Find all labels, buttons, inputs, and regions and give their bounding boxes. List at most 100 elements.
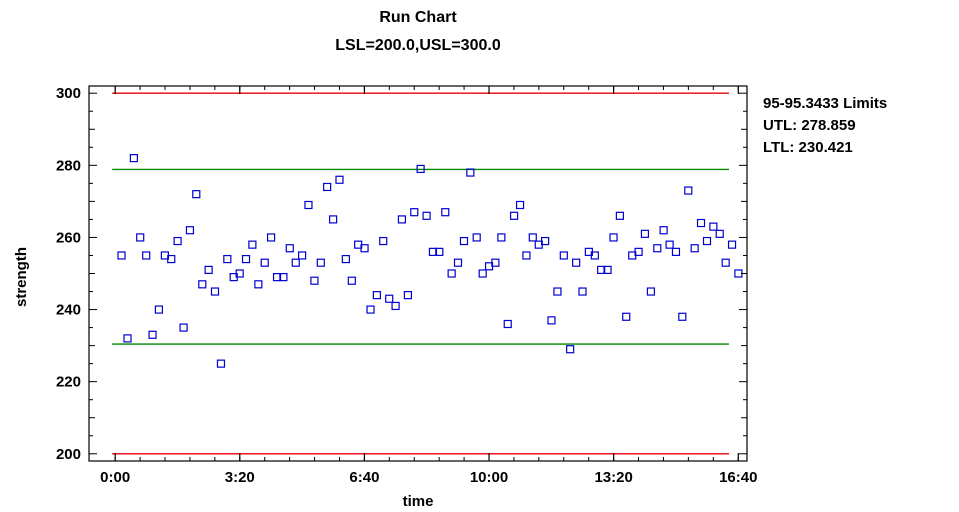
data-point [528,233,537,242]
data-point [192,190,201,199]
data-points [117,154,743,368]
data-point [478,269,487,278]
chart-title: Run Chart [379,9,457,26]
data-point [272,273,282,282]
data-point [491,258,500,267]
data-point [615,211,624,220]
y-axis-label: strength [13,247,30,307]
x-axis-ticks: 0:00 3:20 6:40 10:00 13:20 16:40 [100,86,757,486]
data-point [422,211,431,220]
data-point [684,186,693,195]
data-point [566,345,575,354]
data-point [403,291,413,300]
data-point [416,164,425,174]
y-tick-label: 260 [56,229,81,246]
data-point [665,240,674,249]
data-point [154,305,164,314]
data-point [173,236,182,246]
legend-ltl: LTL: 230.421 [763,139,853,156]
data-point [254,280,263,289]
data-point [734,269,743,278]
axes [88,85,748,462]
chart-subtitle: LSL=200.0,USL=300.0 [335,37,501,54]
plot-frame [88,85,748,462]
data-point [503,319,512,329]
data-point [603,265,612,274]
reference-lines [112,92,729,455]
data-point [279,273,288,282]
data-point [671,247,681,256]
x-axis-label: time [403,493,434,510]
data-point [559,251,568,260]
data-point [590,251,599,260]
data-point [696,218,706,228]
data-point [541,236,550,246]
data-point [179,323,188,332]
data-point [316,258,325,267]
data-point [441,208,450,217]
data-point [597,265,606,274]
data-point [323,182,332,192]
data-point [304,200,313,210]
data-point [578,287,587,296]
x-tick-label: 16:40 [719,469,757,486]
data-point [653,244,662,253]
data-point [248,240,257,249]
y-tick-label: 240 [56,302,81,319]
data-point [522,251,531,260]
data-point [572,258,581,267]
data-point [690,244,699,253]
data-point [397,215,407,224]
data-point [235,269,244,278]
data-point [447,269,456,278]
data-point [148,330,157,339]
data-point [285,244,294,253]
data-point [459,236,469,246]
data-point [646,287,656,296]
x-tick-label: 0:00 [100,469,130,486]
y-tick-label: 300 [56,85,81,102]
data-point [142,251,151,260]
data-point [310,276,319,285]
data-point [509,211,519,220]
data-point [204,265,213,274]
y-tick-label: 200 [56,446,81,463]
data-point [715,229,724,238]
data-point [223,254,232,264]
data-point [659,226,668,235]
data-point [622,312,631,321]
data-point [216,359,226,368]
data-point [198,280,207,289]
data-point [167,254,176,264]
data-point [136,233,145,242]
data-point [379,236,388,246]
data-point [347,276,356,285]
data-point [709,222,718,231]
x-tick-label: 10:00 [470,469,508,486]
data-point [298,251,307,260]
x-tick-label: 13:20 [594,469,632,486]
x-tick-label: 6:40 [349,469,379,486]
data-point [472,233,481,242]
data-point [185,226,195,235]
data-point [410,208,419,217]
data-point [129,154,138,163]
data-point [360,244,369,253]
data-point [634,247,643,256]
data-point [335,175,344,184]
data-point [329,215,338,224]
data-point [702,236,712,246]
data-point [428,247,438,256]
data-point [727,240,737,249]
data-point [266,233,276,242]
data-point [515,200,525,210]
data-point [366,305,375,314]
data-point [640,229,650,238]
x-tick-label: 3:20 [225,469,255,486]
data-point [678,312,687,321]
data-point [435,247,444,256]
data-point [453,258,463,267]
data-point [341,254,350,264]
data-point [123,334,132,343]
data-point [497,233,506,242]
